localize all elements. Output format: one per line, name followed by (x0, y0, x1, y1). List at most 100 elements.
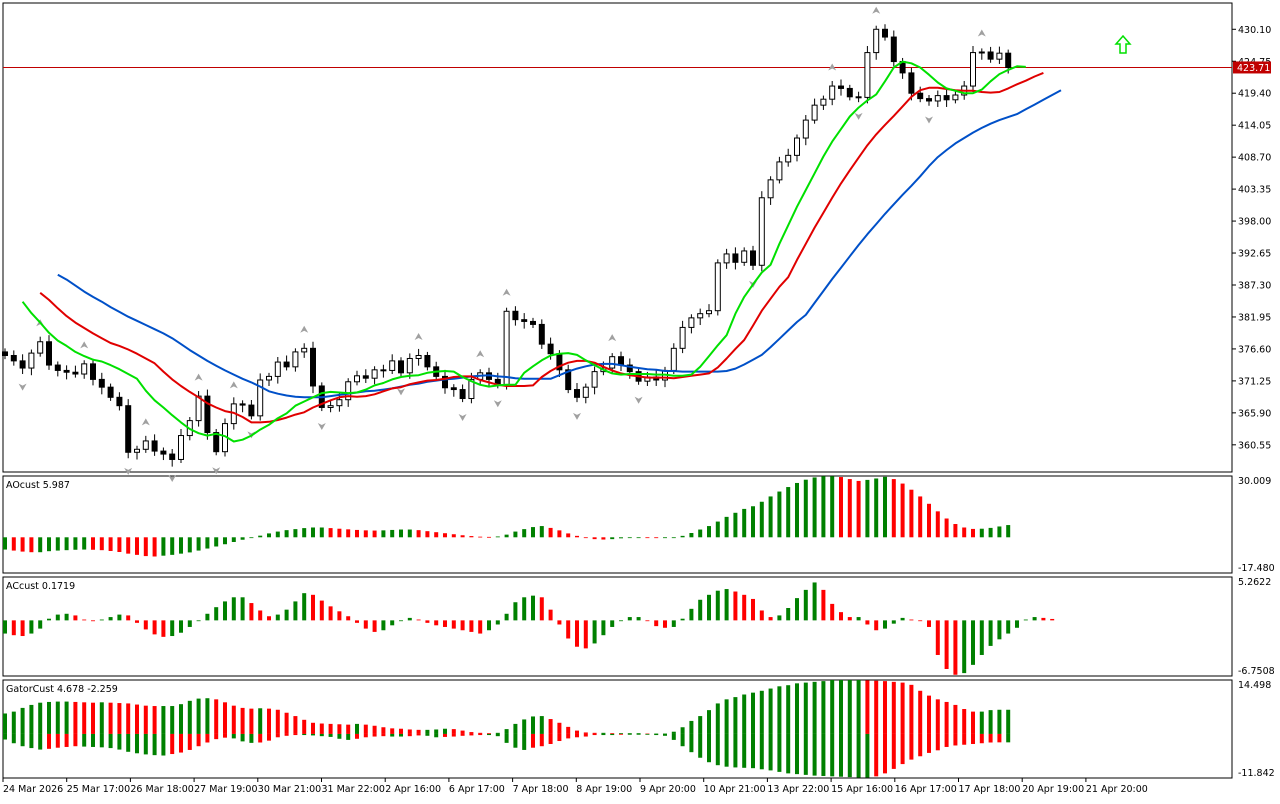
ao-bar (328, 528, 333, 538)
gator-lower-bar (742, 733, 747, 768)
ac-bar (108, 617, 113, 621)
ao-bar (654, 537, 659, 539)
candle (151, 440, 158, 452)
ac-bar (883, 620, 887, 629)
gator-upper-bar (478, 732, 483, 734)
gator-upper-bar (636, 733, 641, 734)
candle (398, 360, 404, 374)
ac-bar (372, 620, 377, 632)
ao-bar (971, 528, 975, 538)
gator-upper-bar (865, 680, 870, 734)
time-axis-label: 13 Apr 22:00 (767, 784, 829, 795)
gator-lower-bar (284, 733, 289, 736)
gator-upper-bar (795, 683, 799, 734)
time-axis-label: 8 Apr 19:00 (576, 784, 632, 795)
candle (1005, 52, 1012, 69)
ac-bar (742, 594, 747, 621)
gator-lower-bar (337, 733, 342, 739)
ac-bar (944, 620, 949, 669)
ac-bar (231, 597, 236, 621)
ac-bar (909, 619, 914, 621)
candle (134, 448, 140, 453)
gator-lower-bar (795, 733, 799, 775)
ao-bar (698, 529, 703, 538)
ac-bar (1032, 617, 1037, 621)
gator-lower-bar (443, 733, 447, 737)
candle (794, 137, 800, 156)
candle (204, 395, 211, 434)
candle (758, 197, 765, 266)
gator-lower-bar (566, 733, 571, 739)
ao-bar (82, 537, 87, 550)
ao-bar (267, 533, 271, 538)
ac-bar (214, 607, 219, 621)
gator-lower-bar (504, 733, 509, 743)
up-arrow-icon (1114, 34, 1132, 54)
gator-lower-bar (751, 733, 755, 769)
fractal-down-icon (925, 116, 933, 124)
ao-bar (64, 537, 69, 551)
ao-bar (742, 508, 747, 538)
time-axis-label: 27 Mar 19:00 (194, 784, 257, 795)
gator-lower-bar (786, 733, 791, 774)
candle (169, 453, 176, 460)
candle (978, 51, 985, 54)
gator-lower-bar (267, 733, 271, 741)
ao-bar (337, 528, 342, 538)
candle (776, 161, 783, 181)
ao-bar (751, 506, 755, 538)
ao-bar (707, 526, 711, 538)
ac-bar (196, 620, 201, 622)
ac-bar (143, 620, 148, 630)
ao-bar (91, 537, 95, 550)
candle (266, 375, 272, 381)
gator-lower-bar (821, 733, 826, 776)
candle (98, 378, 105, 388)
gator-lower-bar (381, 733, 386, 737)
gator-upper-bar (469, 732, 474, 734)
ao-bar (874, 478, 879, 538)
ac-bar (399, 620, 403, 622)
gator-upper-bar (575, 730, 579, 734)
price-axis-label: 403.35 (1238, 185, 1271, 196)
ac-bar (293, 601, 298, 621)
gator-upper-bar (962, 709, 967, 734)
gator-lower-bar (997, 733, 1002, 743)
gator-lower-bar (434, 733, 439, 738)
ao-bar (363, 530, 368, 538)
ao-bar (319, 527, 324, 538)
candle (996, 52, 1003, 60)
gator-lower-bar (847, 733, 852, 778)
ao-bar (196, 537, 201, 551)
gator-lower-bar (469, 733, 474, 736)
ao-bar (3, 537, 7, 550)
gator-upper-bar (548, 719, 553, 734)
ac-bar (812, 582, 817, 621)
gator-lower-bar (390, 733, 395, 737)
ac-bar (487, 620, 491, 631)
ao-bar (979, 528, 984, 538)
price-axis-label: 392.65 (1238, 249, 1271, 260)
candle (107, 386, 114, 398)
ac-bar (311, 594, 315, 621)
price-axis-label: 387.30 (1238, 280, 1271, 291)
ao-bar (733, 512, 738, 538)
candle (723, 253, 730, 264)
ac-bar (830, 603, 835, 621)
ao-bar (513, 531, 518, 538)
candle (406, 357, 413, 374)
candle (670, 347, 677, 371)
ao-bar (865, 479, 870, 538)
gator-upper-bar (715, 703, 720, 734)
fractal-up-icon (828, 63, 837, 71)
candle (926, 98, 932, 102)
gator-upper-bar (55, 701, 60, 734)
gator-upper-bar (29, 704, 34, 734)
gator-upper-bar (539, 716, 544, 734)
ac-bar (91, 620, 95, 622)
ao-bar (275, 531, 280, 538)
candle (908, 72, 915, 94)
ac-bar (839, 612, 843, 621)
